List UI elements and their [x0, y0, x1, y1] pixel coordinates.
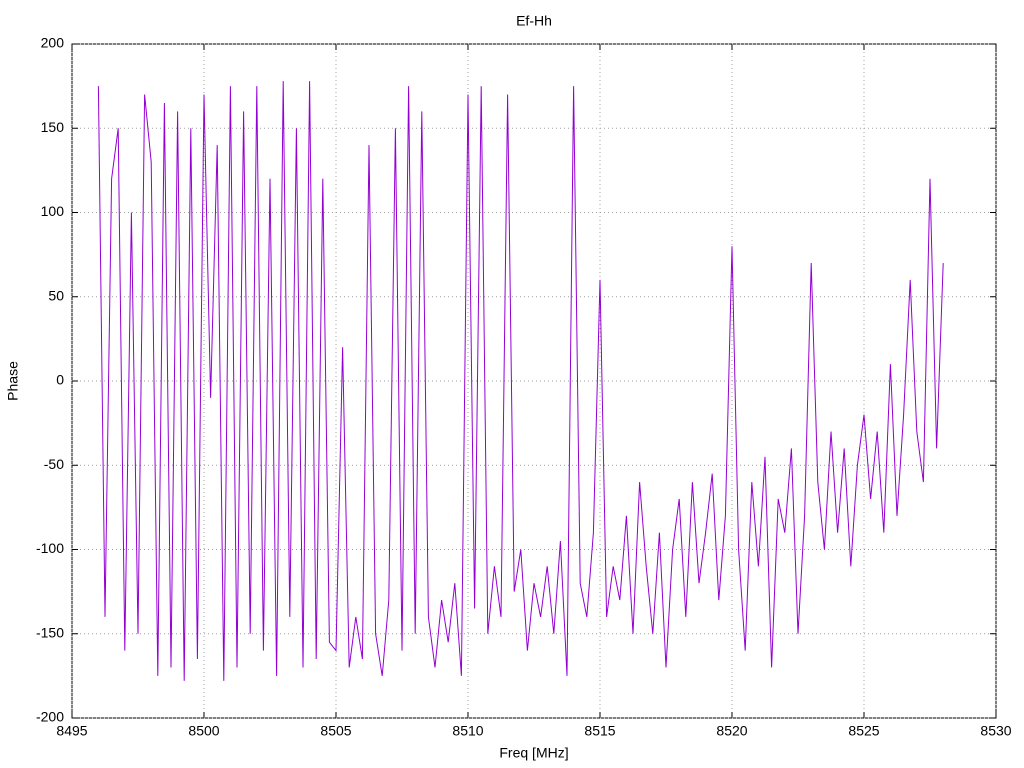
x-tick-label: 8510	[452, 723, 483, 739]
y-tick-label: 200	[41, 35, 65, 51]
y-tick-label: 100	[41, 203, 65, 219]
x-tick-label: 8500	[188, 723, 219, 739]
y-axis-label: Phase	[5, 361, 21, 401]
chart-title: Ef-Hh	[516, 13, 552, 29]
x-tick-label: 8525	[848, 723, 879, 739]
y-tick-label: -50	[44, 456, 64, 472]
x-axis-label: Freq [MHz]	[499, 745, 568, 761]
x-tick-label: 8505	[320, 723, 351, 739]
y-tick-label: 150	[41, 119, 65, 135]
y-tick-label: -100	[36, 540, 64, 556]
x-tick-label: 8520	[716, 723, 747, 739]
y-tick-label: -200	[36, 709, 64, 725]
x-tick-label: 8495	[56, 723, 87, 739]
x-tick-label: 8530	[980, 723, 1011, 739]
y-tick-label: 50	[48, 287, 64, 303]
x-tick-label: 8515	[584, 723, 615, 739]
data-line	[97, 81, 944, 681]
y-tick-label: -150	[36, 624, 64, 640]
y-tick-label: 0	[56, 372, 64, 388]
